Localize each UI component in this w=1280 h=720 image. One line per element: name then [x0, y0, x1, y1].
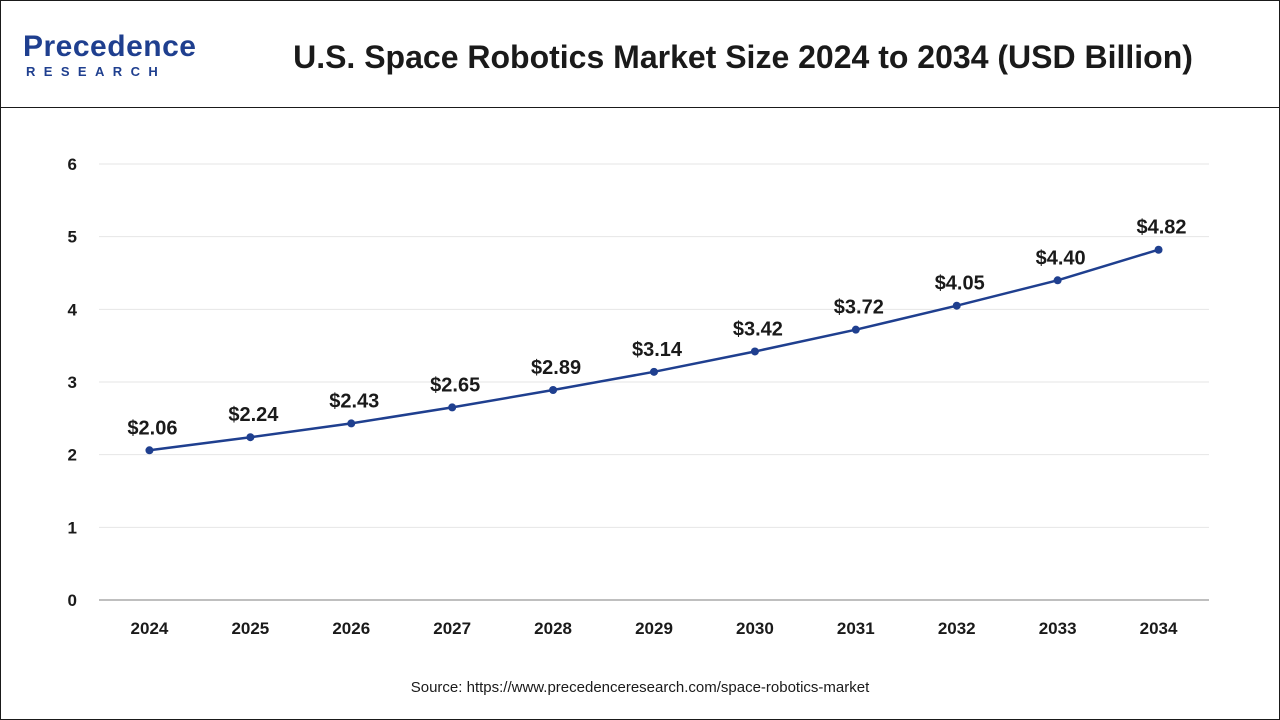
x-tick-label: 2027 [433, 619, 471, 638]
data-label: $3.72 [834, 297, 884, 319]
x-tick-label: 2024 [131, 619, 169, 638]
x-tick-label: 2034 [1140, 619, 1178, 638]
y-tick-label: 4 [68, 300, 78, 319]
brand-logo: Precedence RESEARCH [23, 31, 213, 83]
data-label: $2.65 [430, 374, 480, 396]
line-chart: 0 1 2 3 4 5 6 2024 2025 2026 2027 2028 2029 2030 2031 2… [68, 155, 1209, 638]
y-tick-label: 2 [68, 446, 77, 465]
data-label: $2.89 [531, 357, 581, 379]
data-label: $3.42 [733, 318, 783, 340]
data-point [448, 403, 457, 412]
x-tick-label: 2032 [938, 619, 976, 638]
logo-wordmark: Precedence [23, 30, 197, 63]
data-point [851, 325, 860, 334]
data-point [750, 347, 759, 356]
chart-title: U.S. Space Robotics Market Size 2024 to … [293, 39, 1193, 75]
y-tick-label: 5 [68, 228, 77, 247]
y-tick-label: 3 [68, 373, 77, 392]
data-point [952, 301, 961, 310]
data-point [1154, 245, 1163, 254]
data-point [1053, 276, 1062, 285]
x-tick-label: 2029 [635, 619, 673, 638]
x-tick-label: 2026 [332, 619, 370, 638]
y-tick-label: 6 [68, 155, 77, 174]
data-label: $4.82 [1137, 217, 1187, 239]
data-label: $4.05 [935, 273, 985, 295]
data-point [650, 367, 658, 376]
data-point [246, 433, 255, 442]
x-tick-label: 2030 [736, 619, 774, 638]
source-note: Source: https://www.precedenceresearch.c… [410, 679, 870, 696]
y-tick-label: 1 [68, 518, 77, 537]
chart-header: Precedence RESEARCH U.S. Space Robotics … [1, 1, 1279, 108]
x-tick-label: 2031 [837, 619, 875, 638]
data-point [145, 446, 154, 455]
data-point [549, 385, 558, 394]
data-label: $2.43 [329, 390, 379, 412]
x-tick-label: 2033 [1039, 619, 1077, 638]
data-label: $2.24 [228, 404, 279, 426]
data-point [347, 419, 356, 428]
data-label: $4.40 [1036, 247, 1086, 269]
x-tick-label: 2025 [231, 619, 269, 638]
data-label: $2.06 [127, 417, 177, 439]
logo-subtitle: RESEARCH [26, 64, 167, 79]
y-tick-label: 0 [68, 591, 77, 610]
data-label: $3.14 [632, 339, 683, 361]
x-tick-label: 2028 [534, 619, 572, 638]
